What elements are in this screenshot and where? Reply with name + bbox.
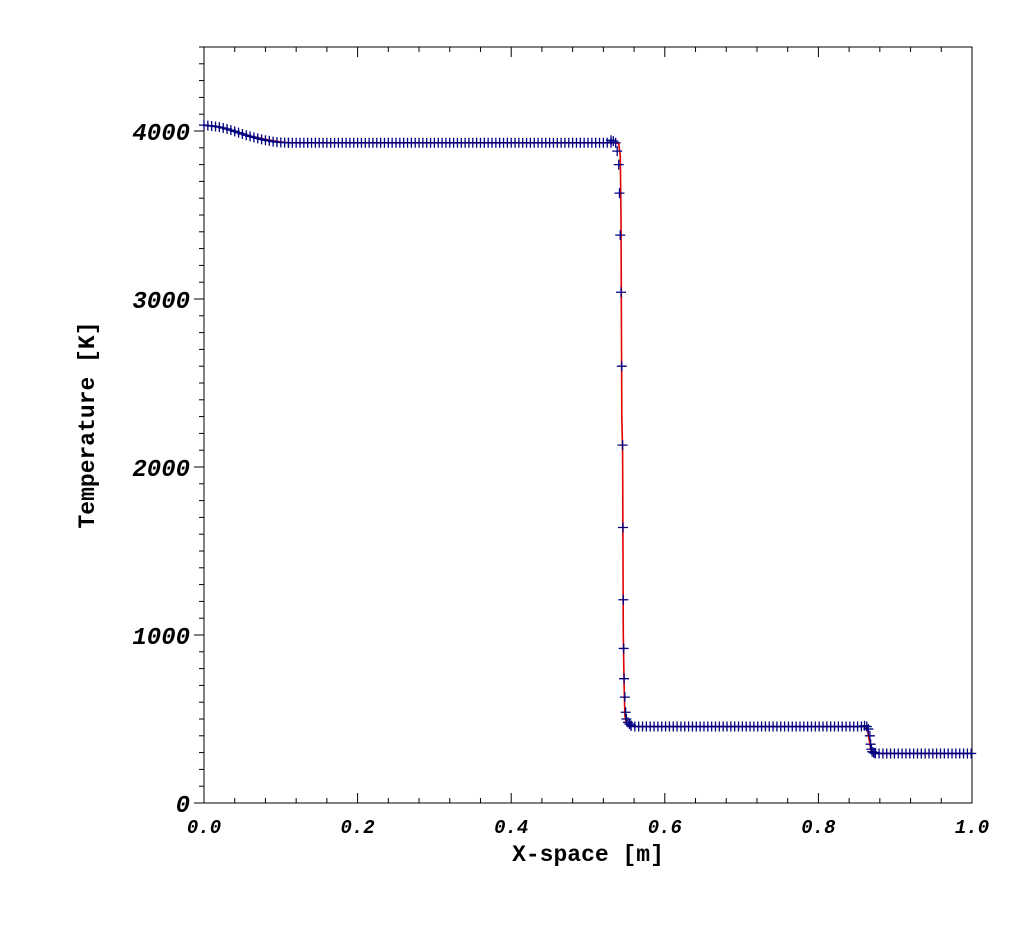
data-point bbox=[624, 719, 635, 730]
axis-ticks bbox=[194, 46, 973, 804]
data-point bbox=[619, 692, 630, 703]
data-point bbox=[617, 522, 628, 533]
x-tick-label: 0.4 bbox=[494, 817, 528, 839]
series-line bbox=[203, 124, 972, 755]
data-point bbox=[613, 159, 624, 170]
x-tick-label: 0.2 bbox=[340, 817, 374, 839]
x-tick-label: 1.0 bbox=[955, 817, 989, 839]
data-point bbox=[865, 739, 876, 750]
series-layer bbox=[199, 120, 977, 759]
data-point bbox=[615, 230, 626, 241]
data-point bbox=[863, 724, 874, 735]
data-point bbox=[618, 594, 629, 605]
x-tick-label: 0.6 bbox=[648, 817, 682, 839]
y-tick-label: 4000 bbox=[132, 121, 190, 148]
data-point bbox=[606, 137, 617, 148]
y-tick-label: 3000 bbox=[132, 289, 190, 316]
plateau-markers bbox=[283, 137, 977, 759]
data-point bbox=[619, 673, 630, 684]
x-tick-label: 0.0 bbox=[187, 817, 221, 839]
tick-labels: 0.0 0.2 0.4 0.6 0.8 1.0 0 1000 2000 3000 4000 bbox=[132, 121, 989, 839]
data-point bbox=[620, 707, 631, 718]
data-point bbox=[614, 188, 625, 199]
marker-series bbox=[199, 120, 881, 758]
x-tick-label: 0.8 bbox=[801, 817, 835, 839]
y-tick-label: 2000 bbox=[132, 457, 190, 484]
y-tick-label: 1000 bbox=[132, 625, 190, 652]
data-point bbox=[618, 643, 629, 654]
data-point bbox=[616, 287, 627, 298]
data-point bbox=[612, 146, 623, 157]
data-point bbox=[864, 730, 875, 741]
y-axis-title: Temperature [K] bbox=[75, 321, 101, 528]
data-point bbox=[966, 748, 977, 759]
data-point bbox=[608, 136, 619, 147]
plot-frame bbox=[203, 46, 973, 804]
data-point bbox=[856, 721, 867, 732]
plot-border bbox=[203, 46, 973, 804]
y-tick-label: 0 bbox=[176, 793, 190, 820]
data-point bbox=[617, 440, 628, 451]
data-point bbox=[616, 361, 627, 372]
x-axis-title: X-space [m] bbox=[512, 842, 664, 868]
